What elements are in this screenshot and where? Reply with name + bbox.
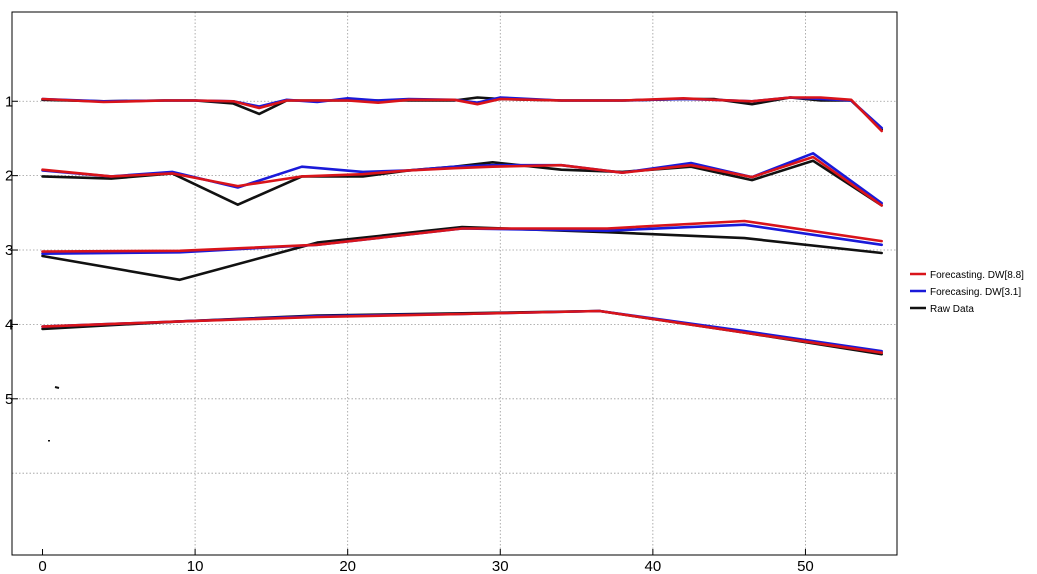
x-tick-label: 50 [797,558,814,574]
x-tick-label: 20 [339,558,356,574]
stray-dot [48,440,50,442]
y-tick-label: 3 [5,242,13,259]
x-axis: 0 10 20 30 40 50 [38,549,814,574]
series-layer [41,96,884,356]
legend-label-forecasting-dw88: Forecasting. DW[8.8] [930,270,1024,281]
x-tick-label: 40 [645,558,662,574]
y-tick-label: 1 [5,93,13,110]
y-tick-label: 5 [5,391,13,408]
x-tick-label: 0 [38,558,46,574]
y-axis: 1 2 3 4 5 [5,93,18,408]
forecasting-dw88-line-group-2 [41,155,884,207]
x-tick-label: 30 [492,558,509,574]
y-tick-label: 2 [5,168,13,185]
stray-mark [54,386,60,389]
raw-data-line-group-3 [41,225,884,282]
legend-label-raw-data: Raw Data [930,304,974,315]
plot-frame [11,11,898,556]
legend-label-forecasing-dw31: Forecasing. DW[3.1] [930,287,1021,298]
y-tick-label: 4 [5,316,13,333]
forecasting-dw88-line-group-1 [41,96,884,133]
legend: Forecasting. DW[8.8] Forecasing. DW[3.1]… [910,270,1024,315]
forecasting-dw88-line-group-4 [41,309,884,355]
forecasting-dw88-line-group-3 [41,219,884,253]
x-tick-label: 10 [187,558,204,574]
